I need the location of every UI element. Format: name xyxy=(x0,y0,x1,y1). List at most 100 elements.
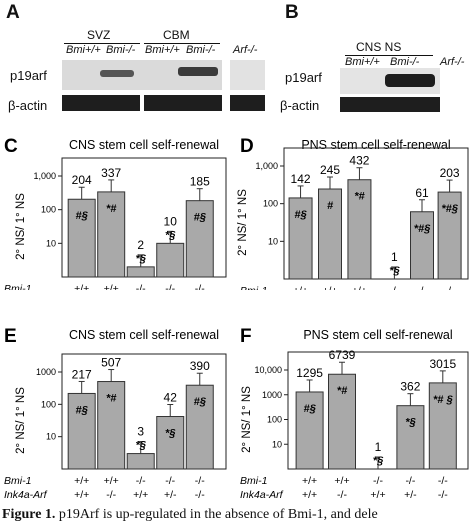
panel-e-title: CNS stem cell self-renewal xyxy=(69,328,219,342)
caption-text: p19Arf is up-regulated in the absence of… xyxy=(58,507,378,522)
panel-e-letter: E xyxy=(4,326,17,347)
panel-a-band-actin-lanes-3-4 xyxy=(144,95,222,111)
panel-d-genotype: +/+ xyxy=(352,285,367,290)
panel-e-genotype: +/+ xyxy=(104,475,119,487)
panel-e-value-label: 507 xyxy=(101,356,121,370)
panel-e-value-label: 217 xyxy=(72,367,92,381)
panel-e-genotype: +/- xyxy=(164,489,177,501)
panel-f-ytick-label: 10,000 xyxy=(254,365,282,375)
panel-f-ytick-label: 1000 xyxy=(262,390,282,400)
panel-b-row-p19arf: p19arf xyxy=(285,70,322,85)
panel-f-genotype: -/- xyxy=(405,475,415,487)
panel-f-value-label: 1 xyxy=(375,440,382,454)
panel-e-significance: *§ xyxy=(165,428,176,440)
panel-f-value-label: 3015 xyxy=(429,357,456,371)
panel-d-significance: *# xyxy=(354,191,365,203)
panel-d-significance: #§ xyxy=(294,209,307,221)
panel-e-bar xyxy=(67,392,96,470)
panel-a-genotype-5: Arf-/- xyxy=(233,44,258,56)
panel-e-bar xyxy=(126,453,155,470)
chart-panel-c: C CNS stem cell self-renewal 2° NS/ 1° NS 1… xyxy=(4,136,227,290)
panel-e-ytick-label: 100 xyxy=(41,399,56,409)
panel-d-ytick-label: 100 xyxy=(263,199,278,209)
panel-e-significance: #§ xyxy=(76,404,89,416)
panel-f-ytick-label: 10 xyxy=(272,439,282,449)
panel-c-bar xyxy=(156,242,185,278)
panel-a-genotype-4: Bmi-/- xyxy=(186,44,216,56)
panel-f-bar xyxy=(396,405,425,470)
panel-c-bar xyxy=(67,198,96,278)
panel-e-value-label: 42 xyxy=(164,391,178,405)
panel-a-group-svz-line xyxy=(64,43,140,44)
panel-e-bar xyxy=(185,384,214,470)
panel-c-significance: *§ xyxy=(165,229,176,241)
panel-e-bar xyxy=(156,416,185,470)
panel-c-value-label: 337 xyxy=(101,166,121,180)
panel-d-bar xyxy=(347,179,372,280)
panel-a-letter: A xyxy=(6,2,20,23)
panel-c-title: CNS stem cell self-renewal xyxy=(69,138,219,152)
panel-e-value-label: 390 xyxy=(190,359,210,373)
panel-c-value-label: 10 xyxy=(164,214,178,228)
panel-c-value-label: 2 xyxy=(137,238,144,252)
panel-f-ytick-label: 100 xyxy=(267,415,282,425)
panel-e-bar xyxy=(97,381,126,470)
panel-d-significance: *§ xyxy=(389,265,400,277)
panel-e-significance: *§ xyxy=(136,440,147,452)
panel-d-bar xyxy=(437,191,462,280)
panel-f-value-label: 1295 xyxy=(296,366,323,380)
panel-c-letter: C xyxy=(4,136,18,157)
panel-d-ytick-label: 10 xyxy=(268,236,278,246)
panel-b-band-actin xyxy=(340,97,440,112)
panel-c-bar xyxy=(185,200,214,278)
panel-f-significance: *# xyxy=(337,385,348,397)
panel-c-ytick-label: 100 xyxy=(41,205,56,215)
panel-f-bar xyxy=(428,382,457,470)
panel-c-significance: #§ xyxy=(76,210,89,222)
panel-d-genotype: -/- xyxy=(389,285,399,290)
panel-a-genotype-1: Bmi+/+ xyxy=(66,44,101,56)
panel-f-genotype: +/- xyxy=(404,489,417,501)
panel-f-significance: *§ xyxy=(373,455,384,467)
panel-e-genotype: -/- xyxy=(195,489,205,501)
panel-c-genotype: -/- xyxy=(136,283,146,290)
panel-b-genotype-2: Bmi-/- xyxy=(390,56,420,68)
panel-c-significance: *§ xyxy=(136,253,147,265)
panel-c-bar xyxy=(126,266,155,278)
panel-f-genotype: +/+ xyxy=(334,475,349,487)
panel-c-genotype: +/+ xyxy=(74,283,89,290)
panel-c-ytick-label: 10 xyxy=(46,238,56,248)
chart-panel-f: F PNS stem cell self-renewal 2° NS/ 1° NS 1… xyxy=(240,326,469,501)
panel-a-band-actin-lane-5 xyxy=(230,95,265,111)
panel-d-genotype: -/- xyxy=(417,285,427,290)
panel-c-ytick-label: 1,000 xyxy=(33,171,56,181)
panel-d-genotype: -/- xyxy=(445,285,455,290)
panel-d-title: PNS stem cell self-renewal xyxy=(301,138,450,152)
panel-e-row-label: Ink4a-Arf xyxy=(4,489,48,501)
panel-e-genotype: +/+ xyxy=(133,489,148,501)
panel-d-significance: # xyxy=(327,200,334,212)
panel-b-letter: B xyxy=(285,2,299,23)
panel-f-genotype: +/+ xyxy=(302,489,317,501)
panel-c-significance: *# xyxy=(106,203,117,215)
panel-b-group-line xyxy=(345,55,433,56)
panel-d-bar xyxy=(288,197,313,280)
panel-e-significance: *# xyxy=(106,393,117,405)
chart-panel-d: D PNS stem cell self-renewal 2° NS/ 1° NS 1… xyxy=(237,136,469,290)
panel-d-value-label: 432 xyxy=(349,154,369,168)
caption-lead: Figure 1. xyxy=(2,507,56,522)
panel-d-significance: *#§ xyxy=(414,223,431,235)
panel-f-title: PNS stem cell self-renewal xyxy=(303,328,452,342)
panel-c-significance: #§ xyxy=(194,212,207,224)
panel-c-row-label: Bmi-1 xyxy=(4,283,31,290)
panel-e-row-label: Bmi-1 xyxy=(4,475,31,487)
panel-c-ylabel: 2° NS/ 1° NS xyxy=(15,193,27,260)
panel-d-genotype: +/+ xyxy=(293,285,308,290)
panel-b-row-beta-actin: β-actin xyxy=(280,98,320,113)
panel-e-genotype: +/+ xyxy=(74,475,89,487)
panel-d-value-label: 142 xyxy=(291,172,311,186)
panel-b-group-cns-ns: CNS NS xyxy=(356,40,402,54)
figure-caption: Figure 1. p19Arf is up-regulated in the … xyxy=(2,507,474,523)
panel-f-row-label: Bmi-1 xyxy=(240,475,267,487)
panel-f-ylabel: 2° NS/ 1° NS xyxy=(241,386,253,453)
